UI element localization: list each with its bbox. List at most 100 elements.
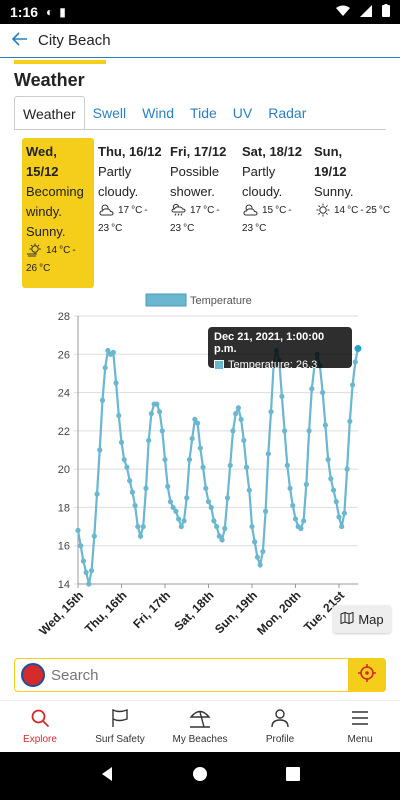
day-description: Sunny. [314,184,354,199]
temperature-point [344,466,350,472]
day-range: 15 °C - [242,202,306,220]
nav-my-beaches[interactable]: My Beaches [160,701,240,752]
sun-icon [314,202,332,220]
temp-unit: °C [255,223,267,234]
temperature-point [279,393,285,399]
temperature-point [105,347,111,354]
temperature-point [292,516,299,522]
temperature-point [181,518,187,524]
home-circle-icon[interactable] [192,766,208,787]
temperature-point [211,518,217,524]
temperature-point [118,439,125,445]
day-range-max: 23 °C [242,220,306,238]
temp-unit: °C [111,223,123,234]
min-temp: 15 [262,205,274,216]
y-tick-label: 22 [58,426,70,438]
status-time: 1:16 [10,4,39,20]
nav-explore[interactable]: Explore [0,701,80,752]
day-name: Sun, 19/12 [314,144,347,179]
back-arrow-icon[interactable] [11,30,28,51]
nav-surf-safety[interactable]: Surf Safety [80,701,160,752]
search-input[interactable] [51,666,348,684]
section-underline [14,60,106,64]
temperature-point [140,523,146,530]
battery-icon [382,4,390,20]
temperature-point [132,502,138,509]
temperature-chart-svg: Temperature 14 16 18 20 22 24 26 28 Wed, 15thThu,… [36,293,362,638]
status-bar: 1:16 ◐ ▮ [0,0,400,24]
temp-unit: °C [378,205,391,216]
tab-radar[interactable]: Radar [268,105,307,121]
wifi-icon [336,4,350,20]
min-temp: 14 [46,245,58,256]
temperature-point [249,523,255,530]
legend-swatch [145,293,187,307]
day-range-max: 26 °C [26,260,90,278]
temperature-chart[interactable]: Temperature 14 16 18 20 22 24 26 28 Wed, 15th Thu,… [0,290,400,650]
day-range: 17 °C - [98,202,162,220]
temperature-point [102,365,108,371]
day-card-wed[interactable]: Wed, 15/12 Becoming windy. Sunny. 14 °C - … [22,138,94,288]
temperature-point [336,514,342,520]
temperature-point [241,437,247,444]
locate-button[interactable] [348,658,386,692]
day-card-sun[interactable]: Sun, 19/12 Sunny. 14 °C - 25 °C [310,138,390,288]
search-icon [30,708,50,731]
temperature-point [156,409,163,415]
chart-tooltip: Dec 21, 2021, 1:00:00 p.m. Temperature: … [208,327,352,371]
partly-cloudy-icon [98,202,116,220]
recents-square-icon[interactable] [285,766,301,787]
day-card-sat[interactable]: Sat, 18/12 Partly cloudy. 15 °C - 23 °C [238,138,310,288]
temperature-point [235,405,241,411]
nav-profile[interactable]: Profile [240,701,320,752]
day-range: 14 °C - 25 °C [314,202,390,220]
temperature-point [325,456,331,463]
nav-menu[interactable]: Menu [320,701,400,752]
back-triangle-icon[interactable] [99,766,115,787]
y-tick-label: 20 [58,464,70,476]
temp-unit: °C [183,223,195,234]
bottom-navigation: Explore Surf Safety My Beaches Profile M… [0,700,400,752]
day-description: Partly cloudy. [242,164,283,199]
temperature-point [154,401,160,407]
tab-weather[interactable]: Weather [14,96,85,130]
temperature-point [216,533,222,539]
tab-uv[interactable]: UV [232,105,253,121]
day-description: Partly cloudy. [98,164,139,199]
temperature-point [303,481,309,488]
x-tick-label: Sun, 19th [212,588,260,636]
day-card-thu[interactable]: Thu, 16/12 Partly cloudy. 17 °C - 23 °C [94,138,166,288]
tooltip-title: Dec 21, 2021, 1:00:00 p.m. [214,331,325,355]
temperature-point [320,389,326,396]
x-tick-label: Wed, 15th [36,588,86,638]
temperature-point [197,445,203,451]
day-range-max: 23 °C [98,220,162,238]
tab-swell[interactable]: Swell [92,105,127,121]
temperature-point [116,412,122,419]
day-card-fri[interactable]: Fri, 17/12 Possible shower. 17 °C - 23 °C [166,138,238,288]
partly-cloudy-icon [242,202,260,220]
x-tick-label: Thu, 16th [82,588,130,636]
nav-label: Profile [265,734,295,745]
sd-card-icon: ▮ [59,5,66,19]
day-name: Sat, 18/12 [242,144,302,159]
tab-tide[interactable]: Tide [190,105,217,121]
tooltip-value: Temperature: 26.3 [228,359,318,371]
day-description: Becoming windy. Sunny. [26,184,84,239]
temperature-point [341,510,348,516]
tab-wind[interactable]: Wind [142,105,175,121]
temperature-point [137,533,144,539]
temperature-point [167,499,174,505]
signal-icon [360,4,372,20]
temperature-point [184,495,190,501]
x-tick-label: Sat, 18th [171,588,216,633]
nav-label: Menu [347,734,373,745]
y-tick-label: 14 [58,579,70,591]
min-temp: 14 [334,205,346,216]
sun-wind-icon [26,242,44,260]
day-description: Possible shower. [170,164,220,199]
day-name: Fri, 17/12 [170,144,227,159]
map-button[interactable]: Map [333,605,391,633]
temperature-point [113,380,119,386]
temperature-point [309,386,315,392]
